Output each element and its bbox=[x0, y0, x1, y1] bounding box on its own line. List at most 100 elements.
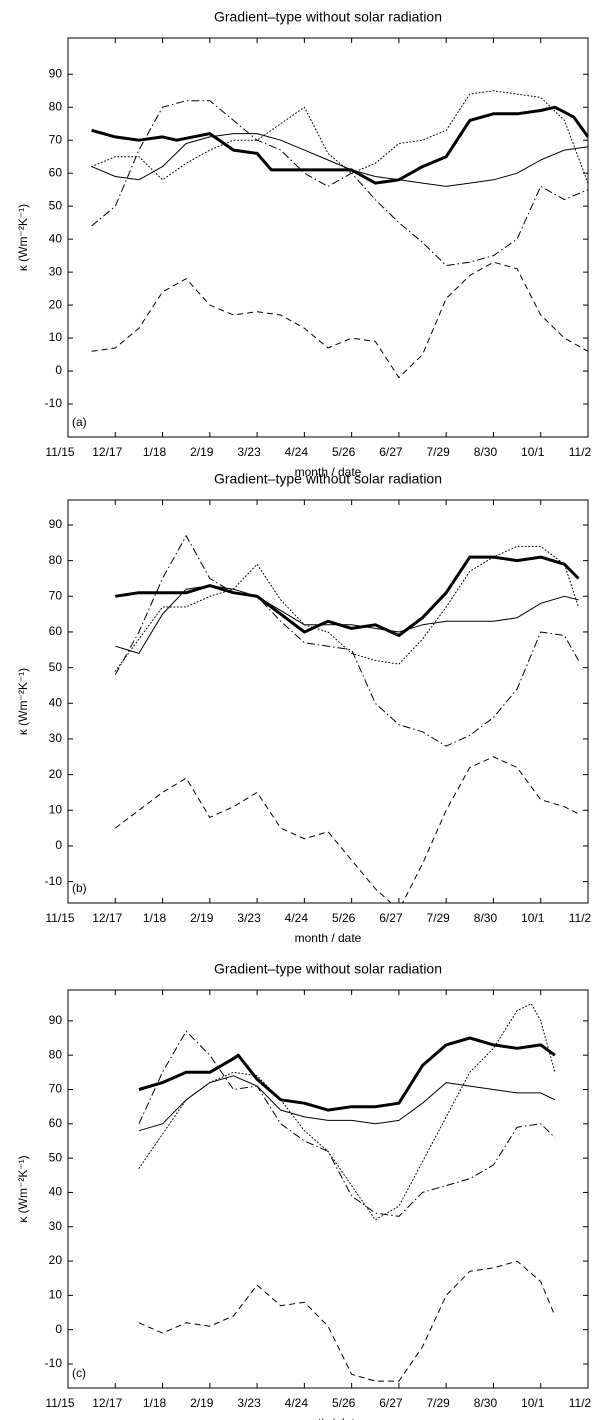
y-tick-label: 20 bbox=[49, 297, 63, 311]
series-line bbox=[91, 100, 588, 266]
series-line bbox=[91, 105, 588, 185]
y-tick-label: 60 bbox=[49, 624, 63, 638]
x-tick-label: 8/30 bbox=[474, 911, 498, 925]
y-tick-label: 90 bbox=[49, 517, 63, 531]
series-line bbox=[91, 261, 588, 379]
x-tick-label: 8/30 bbox=[474, 445, 498, 459]
x-tick-label: 4/24 bbox=[285, 911, 309, 925]
series-line bbox=[138, 1075, 556, 1132]
plot-frame bbox=[67, 37, 589, 438]
y-tick-label: 10 bbox=[49, 1288, 63, 1302]
chart-title: Gradient–type without solar radiation bbox=[214, 9, 442, 25]
y-tick-label: 30 bbox=[49, 731, 63, 745]
series-line bbox=[114, 756, 579, 903]
y-axis-label: κ (Wm⁻²K⁻¹) bbox=[16, 1155, 30, 1222]
y-axis-label: κ (Wm⁻²K⁻¹) bbox=[16, 668, 30, 735]
x-tick-label: 11/15 bbox=[45, 1396, 74, 1410]
y-tick-label: 70 bbox=[49, 132, 63, 146]
x-tick-label: 5/26 bbox=[332, 1396, 356, 1410]
x-tick-label: 2/19 bbox=[190, 911, 214, 925]
y-tick-label: -10 bbox=[45, 1356, 63, 1370]
x-tick-label: 10/1 bbox=[521, 911, 545, 925]
x-tick-label: 6/27 bbox=[379, 445, 403, 459]
x-tick-label: 5/26 bbox=[332, 445, 356, 459]
y-tick-label: -10 bbox=[45, 874, 63, 888]
series-line bbox=[114, 545, 579, 672]
x-tick-label: 11/15 bbox=[45, 445, 74, 459]
x-tick-label: 4/24 bbox=[285, 1396, 309, 1410]
y-tick-label: 50 bbox=[49, 660, 63, 674]
y-tick-label: 70 bbox=[49, 588, 63, 602]
x-tick-label: 12/17 bbox=[92, 445, 122, 459]
y-tick-label: 40 bbox=[49, 1185, 63, 1199]
x-tick-label: 2/19 bbox=[190, 1396, 214, 1410]
y-tick-label: 0 bbox=[55, 838, 62, 852]
y-tick-label: -10 bbox=[45, 396, 63, 410]
x-axis-label: month / date bbox=[295, 465, 362, 479]
panel-label: (b) bbox=[72, 881, 87, 895]
x-tick-label: 1/18 bbox=[143, 445, 167, 459]
series-line bbox=[138, 1030, 556, 1217]
x-tick-label: 12/17 bbox=[92, 911, 122, 925]
y-tick-label: 80 bbox=[49, 553, 63, 567]
y-tick-label: 70 bbox=[49, 1082, 63, 1096]
y-tick-label: 10 bbox=[49, 330, 63, 344]
x-tick-label: 5/26 bbox=[332, 911, 356, 925]
y-tick-label: 90 bbox=[49, 1013, 63, 1027]
series-line bbox=[115, 585, 579, 654]
plot-frame bbox=[67, 989, 589, 1389]
y-tick-label: 30 bbox=[49, 1219, 63, 1233]
series-line bbox=[138, 1036, 556, 1112]
x-axis-label: month / date bbox=[295, 1416, 362, 1420]
x-tick-label: 4/24 bbox=[285, 445, 309, 459]
y-tick-label: 50 bbox=[49, 198, 63, 212]
y-tick-label: 30 bbox=[49, 264, 63, 278]
y-tick-label: 90 bbox=[49, 66, 63, 80]
panel-label: (c) bbox=[72, 1366, 86, 1380]
y-tick-label: 40 bbox=[49, 231, 63, 245]
y-tick-label: 0 bbox=[55, 1322, 62, 1336]
y-tick-label: 20 bbox=[49, 767, 63, 781]
y-tick-label: 20 bbox=[49, 1253, 63, 1267]
x-tick-label: 1/18 bbox=[143, 1396, 167, 1410]
series-line bbox=[91, 90, 588, 184]
x-tick-label: 12/17 bbox=[92, 1396, 122, 1410]
y-tick-label: 10 bbox=[49, 802, 63, 816]
x-tick-label: 1/18 bbox=[143, 911, 167, 925]
chart-title: Gradient–type without solar radiation bbox=[214, 961, 442, 977]
x-tick-label: 7/29 bbox=[427, 445, 451, 459]
x-tick-label: 3/23 bbox=[237, 1396, 261, 1410]
x-tick-label: 11/15 bbox=[45, 911, 74, 925]
y-tick-label: 80 bbox=[49, 99, 63, 113]
x-tick-label: 3/23 bbox=[237, 445, 261, 459]
x-tick-label: 11/2 bbox=[569, 1396, 592, 1410]
x-tick-label: 11/2 bbox=[569, 445, 592, 459]
y-tick-label: 80 bbox=[49, 1047, 63, 1061]
y-tick-label: 50 bbox=[49, 1150, 63, 1164]
series-line bbox=[138, 1003, 556, 1221]
y-tick-label: 0 bbox=[55, 363, 62, 377]
x-tick-label: 10/1 bbox=[521, 1396, 545, 1410]
panel-label: (a) bbox=[72, 415, 87, 429]
x-tick-label: 7/29 bbox=[427, 911, 451, 925]
y-tick-label: 60 bbox=[49, 1116, 63, 1130]
y-axis-label: κ (Wm⁻²K⁻¹) bbox=[16, 204, 30, 271]
x-tick-label: 3/23 bbox=[237, 911, 261, 925]
series-line bbox=[115, 555, 580, 637]
x-tick-label: 10/1 bbox=[521, 445, 545, 459]
y-tick-label: 60 bbox=[49, 165, 63, 179]
chart-title: Gradient–type without solar radiation bbox=[214, 471, 442, 487]
series-line bbox=[138, 1260, 556, 1382]
x-tick-label: 6/27 bbox=[379, 911, 403, 925]
series-line bbox=[114, 535, 579, 747]
x-tick-label: 6/27 bbox=[379, 1396, 403, 1410]
x-tick-label: 8/30 bbox=[474, 1396, 498, 1410]
x-tick-label: 11/2 bbox=[569, 911, 592, 925]
x-tick-label: 2/19 bbox=[190, 445, 214, 459]
series-line bbox=[91, 133, 588, 187]
plot-frame bbox=[67, 499, 589, 904]
y-tick-label: 40 bbox=[49, 695, 63, 709]
x-axis-label: month / date bbox=[295, 931, 362, 945]
x-tick-label: 7/29 bbox=[427, 1396, 451, 1410]
